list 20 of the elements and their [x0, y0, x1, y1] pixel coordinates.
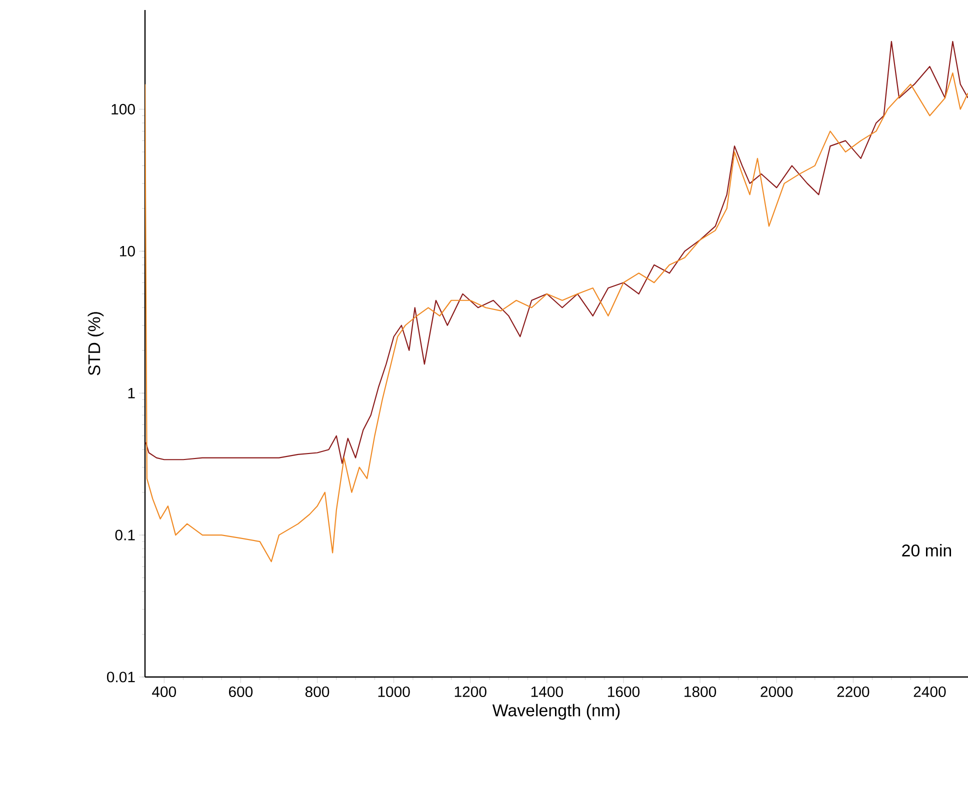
x-tick-label: 1400: [531, 686, 563, 698]
y-axis-title: STD (%): [88, 312, 104, 376]
y-tick-label: 0.1: [115, 530, 135, 540]
x-tick-label: 2000: [760, 686, 793, 698]
x-tick-label: 2400: [914, 686, 946, 698]
y-tick-label: 0.01: [106, 672, 135, 682]
x-tick-label: 600: [229, 686, 253, 698]
y-tick-label: 100: [112, 104, 135, 114]
x-tick-label: 800: [305, 686, 330, 698]
annotation: 20 min: [902, 544, 952, 556]
x-tick-label: 1800: [684, 686, 716, 698]
x-tick-label: 1200: [454, 686, 486, 698]
x-tick-label: 400: [152, 686, 176, 698]
x-tick-label: 2200: [837, 686, 870, 698]
x-tick-label: 1000: [378, 686, 410, 698]
y-tick-label: 1: [128, 388, 135, 398]
x-tick-label: 1600: [608, 686, 640, 698]
line-series: [145, 72, 968, 562]
x-axis-title: Wavelength (nm): [492, 704, 620, 720]
y-tick-label: 10: [120, 246, 135, 256]
